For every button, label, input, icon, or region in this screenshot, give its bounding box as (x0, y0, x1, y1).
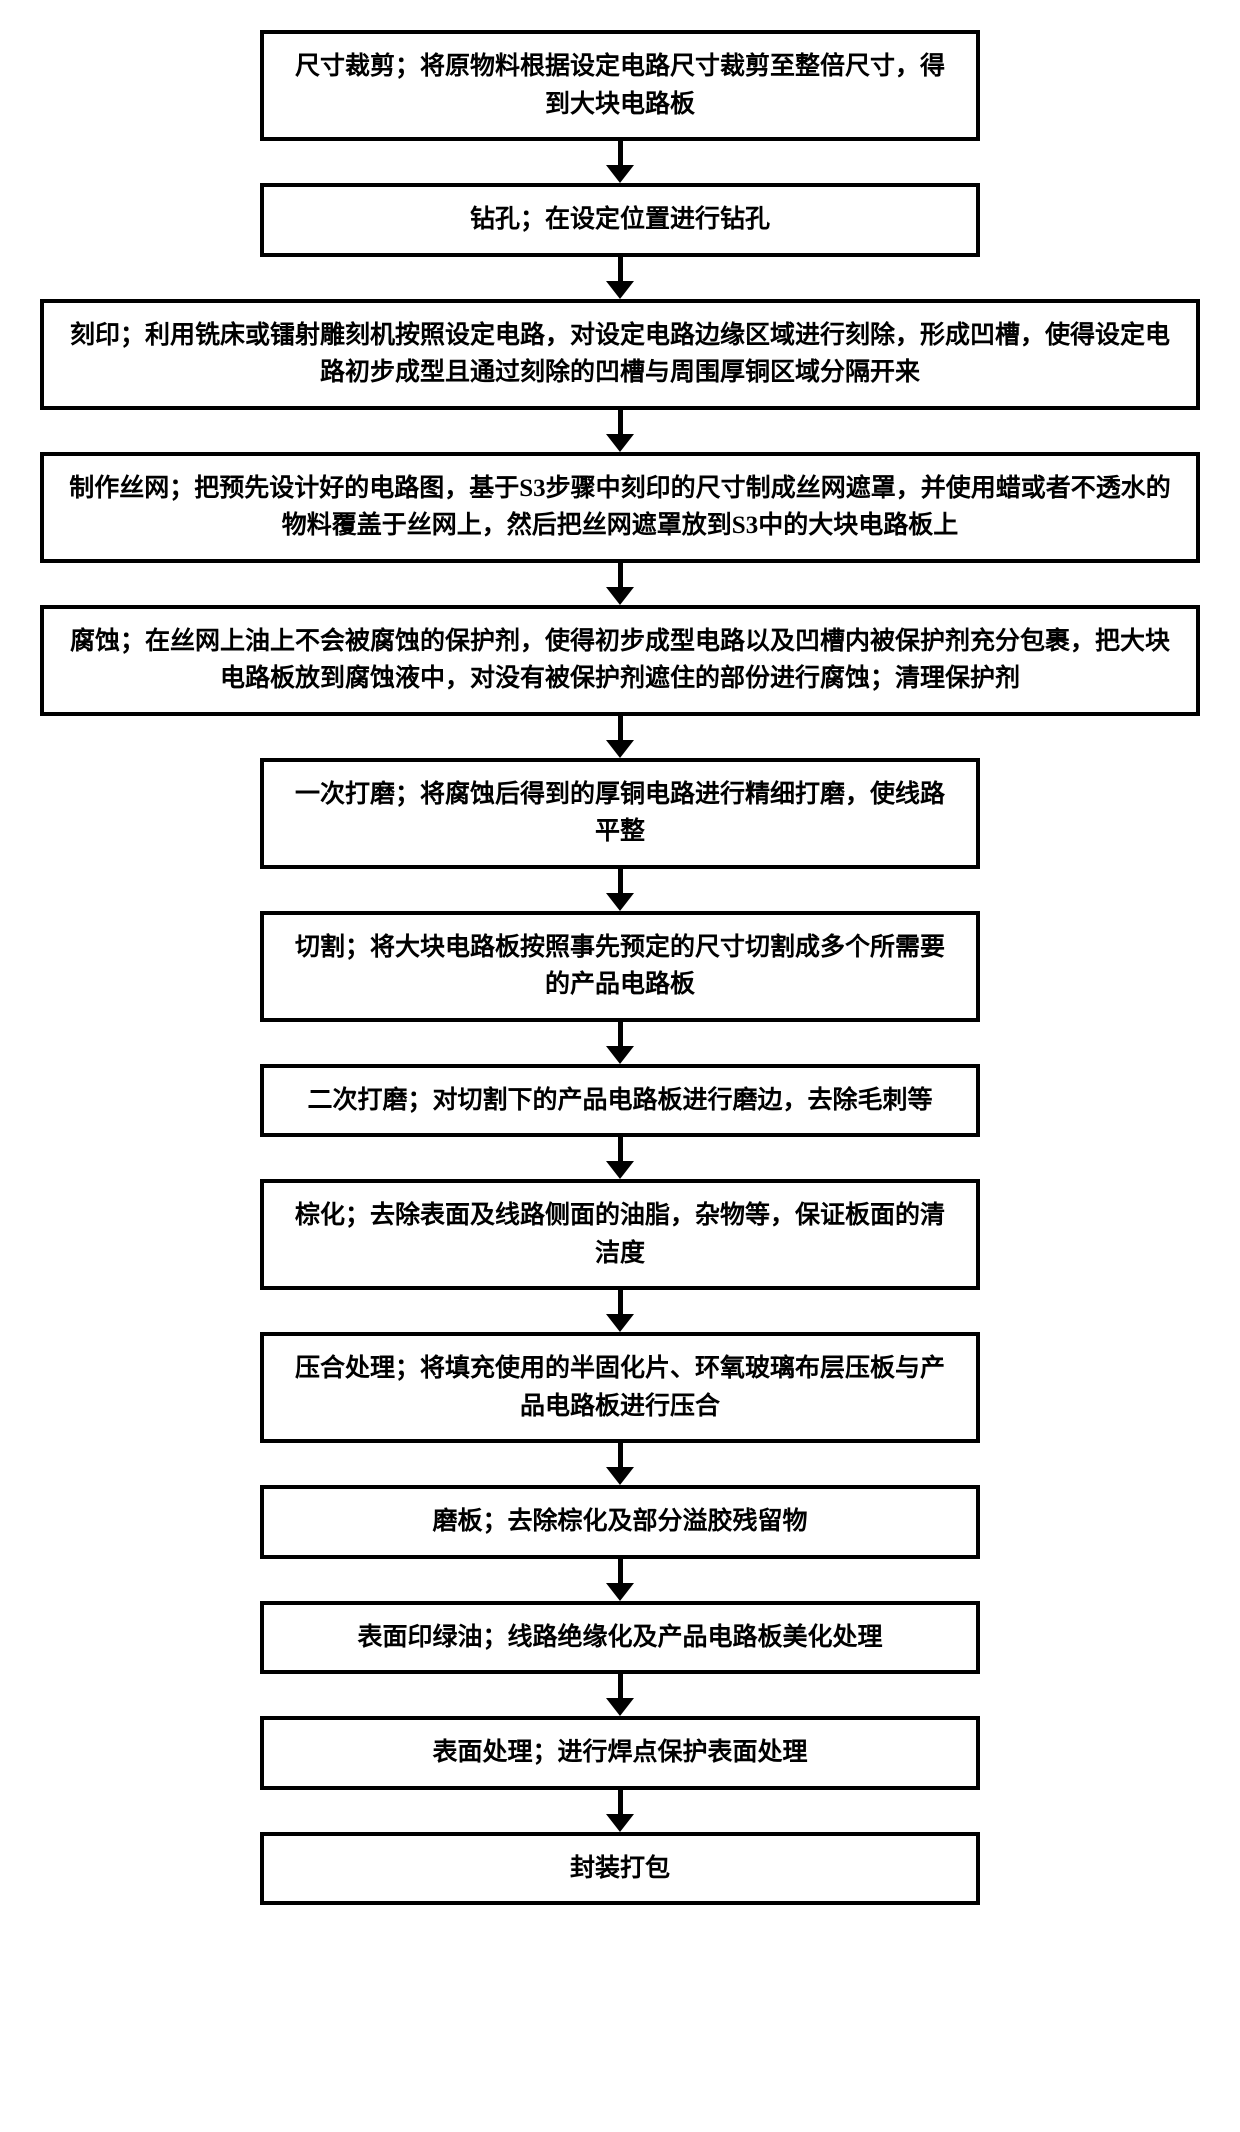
flowchart-step-4: 制作丝网；把预先设计好的电路图，基于S3步骤中刻印的尺寸制成丝网遮罩，并使用蜡或… (40, 452, 1200, 563)
arrow-icon (606, 1443, 634, 1485)
step-text: 表面印绿油；线路绝缘化及产品电路板美化处理 (357, 1619, 882, 1657)
arrow-icon (606, 869, 634, 911)
step-text: 腐蚀；在丝网上油上不会被腐蚀的保护剂，使得初步成型电路以及凹槽内被保护剂充分包裹… (64, 623, 1176, 698)
step-text: 磨板；去除棕化及部分溢胶残留物 (432, 1503, 807, 1541)
flowchart-container: 尺寸裁剪；将原物料根据设定电路尺寸裁剪至整倍尺寸，得到大块电路板 钻孔；在设定位… (20, 30, 1220, 1905)
flowchart-step-3: 刻印；利用铣床或镭射雕刻机按照设定电路，对设定电路边缘区域进行刻除，形成凹槽，使… (40, 299, 1200, 410)
flowchart-step-1: 尺寸裁剪；将原物料根据设定电路尺寸裁剪至整倍尺寸，得到大块电路板 (260, 30, 980, 141)
flowchart-step-8: 二次打磨；对切割下的产品电路板进行磨边，去除毛刺等 (260, 1064, 980, 1138)
step-text: 钻孔；在设定位置进行钻孔 (470, 201, 770, 239)
arrow-icon (606, 1674, 634, 1716)
step-text: 尺寸裁剪；将原物料根据设定电路尺寸裁剪至整倍尺寸，得到大块电路板 (284, 48, 956, 123)
flowchart-step-9: 棕化；去除表面及线路侧面的油脂，杂物等，保证板面的清洁度 (260, 1179, 980, 1290)
step-text: 棕化；去除表面及线路侧面的油脂，杂物等，保证板面的清洁度 (284, 1197, 956, 1272)
arrow-icon (606, 1022, 634, 1064)
flowchart-step-11: 磨板；去除棕化及部分溢胶残留物 (260, 1485, 980, 1559)
flowchart-step-7: 切割；将大块电路板按照事先预定的尺寸切割成多个所需要的产品电路板 (260, 911, 980, 1022)
flowchart-step-12: 表面印绿油；线路绝缘化及产品电路板美化处理 (260, 1601, 980, 1675)
step-text: 压合处理；将填充使用的半固化片、环氧玻璃布层压板与产品电路板进行压合 (284, 1350, 956, 1425)
step-text: 刻印；利用铣床或镭射雕刻机按照设定电路，对设定电路边缘区域进行刻除，形成凹槽，使… (64, 317, 1176, 392)
arrow-icon (606, 1559, 634, 1601)
flowchart-step-6: 一次打磨；将腐蚀后得到的厚铜电路进行精细打磨，使线路平整 (260, 758, 980, 869)
arrow-icon (606, 1790, 634, 1832)
flowchart-step-2: 钻孔；在设定位置进行钻孔 (260, 183, 980, 257)
arrow-icon (606, 410, 634, 452)
step-text: 切割；将大块电路板按照事先预定的尺寸切割成多个所需要的产品电路板 (284, 929, 956, 1004)
arrow-icon (606, 257, 634, 299)
step-text: 二次打磨；对切割下的产品电路板进行磨边，去除毛刺等 (307, 1082, 932, 1120)
arrow-icon (606, 563, 634, 605)
step-text: 一次打磨；将腐蚀后得到的厚铜电路进行精细打磨，使线路平整 (284, 776, 956, 851)
step-text: 封装打包 (570, 1850, 670, 1888)
arrow-icon (606, 1137, 634, 1179)
step-text: 制作丝网；把预先设计好的电路图，基于S3步骤中刻印的尺寸制成丝网遮罩，并使用蜡或… (64, 470, 1176, 545)
flowchart-step-5: 腐蚀；在丝网上油上不会被腐蚀的保护剂，使得初步成型电路以及凹槽内被保护剂充分包裹… (40, 605, 1200, 716)
step-text: 表面处理；进行焊点保护表面处理 (432, 1734, 807, 1772)
flowchart-step-14: 封装打包 (260, 1832, 980, 1906)
flowchart-step-10: 压合处理；将填充使用的半固化片、环氧玻璃布层压板与产品电路板进行压合 (260, 1332, 980, 1443)
flowchart-step-13: 表面处理；进行焊点保护表面处理 (260, 1716, 980, 1790)
arrow-icon (606, 141, 634, 183)
arrow-icon (606, 716, 634, 758)
arrow-icon (606, 1290, 634, 1332)
